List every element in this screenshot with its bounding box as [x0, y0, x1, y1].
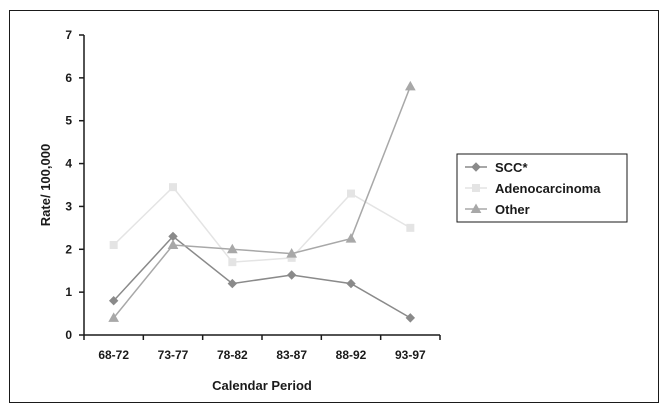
- series-line-other: [113, 86, 412, 319]
- data-point-other: [286, 248, 298, 258]
- x-ticks: 68-72 73-77 78-82 83-87 88-92 93-97: [83, 335, 441, 362]
- data-point-scc: [286, 270, 297, 280]
- y-tick-label: 3: [65, 199, 72, 213]
- y-ticks: 0 1 2 3 4 5 6 7: [65, 28, 84, 342]
- x-tick-label: 73-77: [158, 348, 189, 362]
- data-point-other: [167, 239, 179, 249]
- legend-item-other: Other: [465, 202, 530, 217]
- axes: [83, 35, 440, 336]
- y-tick-label: 5: [65, 114, 72, 128]
- data-point-adenocarcinoma: [169, 183, 177, 192]
- series-layer: [108, 80, 416, 323]
- data-point-scc: [346, 278, 356, 289]
- x-axis-title: Calendar Period: [212, 378, 312, 393]
- data-point-other: [226, 243, 238, 254]
- x-tick-label: 93-97: [395, 348, 426, 362]
- y-tick-label: 0: [65, 328, 72, 342]
- y-tick-label: 1: [65, 285, 72, 299]
- series-adenocarcinoma: [109, 183, 415, 267]
- legend-item-adenocarcinoma: Adenocarcinoma: [465, 181, 601, 196]
- data-point-other: [108, 312, 120, 322]
- series-scc: [108, 231, 416, 323]
- series-other: [108, 80, 416, 322]
- y-tick-label: 2: [65, 242, 72, 256]
- legend-item-scc: SCC*: [465, 160, 528, 175]
- data-point-scc: [405, 313, 416, 323]
- legend-label-scc: SCC*: [495, 160, 528, 175]
- legend-marker-adenocarcinoma: [472, 184, 480, 192]
- data-point-adenocarcinoma: [347, 189, 355, 198]
- data-point-adenocarcinoma: [406, 223, 415, 232]
- legend-label-adenocarcinoma: Adenocarcinoma: [495, 181, 601, 196]
- legend-marker-scc: [471, 162, 481, 172]
- data-point-other: [404, 80, 416, 91]
- data-point-scc: [227, 278, 238, 289]
- x-tick-label: 88-92: [336, 348, 367, 362]
- series-line-adenocarcinoma: [113, 186, 411, 263]
- y-tick-label: 6: [65, 71, 72, 85]
- data-point-scc: [108, 296, 119, 306]
- y-axis-title: Rate/ 100,000: [38, 144, 53, 226]
- x-tick-label: 68-72: [98, 348, 129, 362]
- legend-label-other: Other: [495, 202, 530, 217]
- data-point-adenocarcinoma: [228, 258, 237, 267]
- data-point-adenocarcinoma: [109, 241, 118, 249]
- legend: SCC* Adenocarcinoma Other: [456, 153, 628, 223]
- y-tick-label: 7: [65, 28, 72, 42]
- data-point-other: [345, 233, 357, 243]
- legend-marker-other: [470, 203, 482, 213]
- x-tick-label: 83-87: [276, 348, 307, 362]
- series-line-scc: [113, 235, 411, 319]
- x-tick-label: 78-82: [217, 348, 248, 362]
- y-tick-label: 4: [65, 157, 72, 171]
